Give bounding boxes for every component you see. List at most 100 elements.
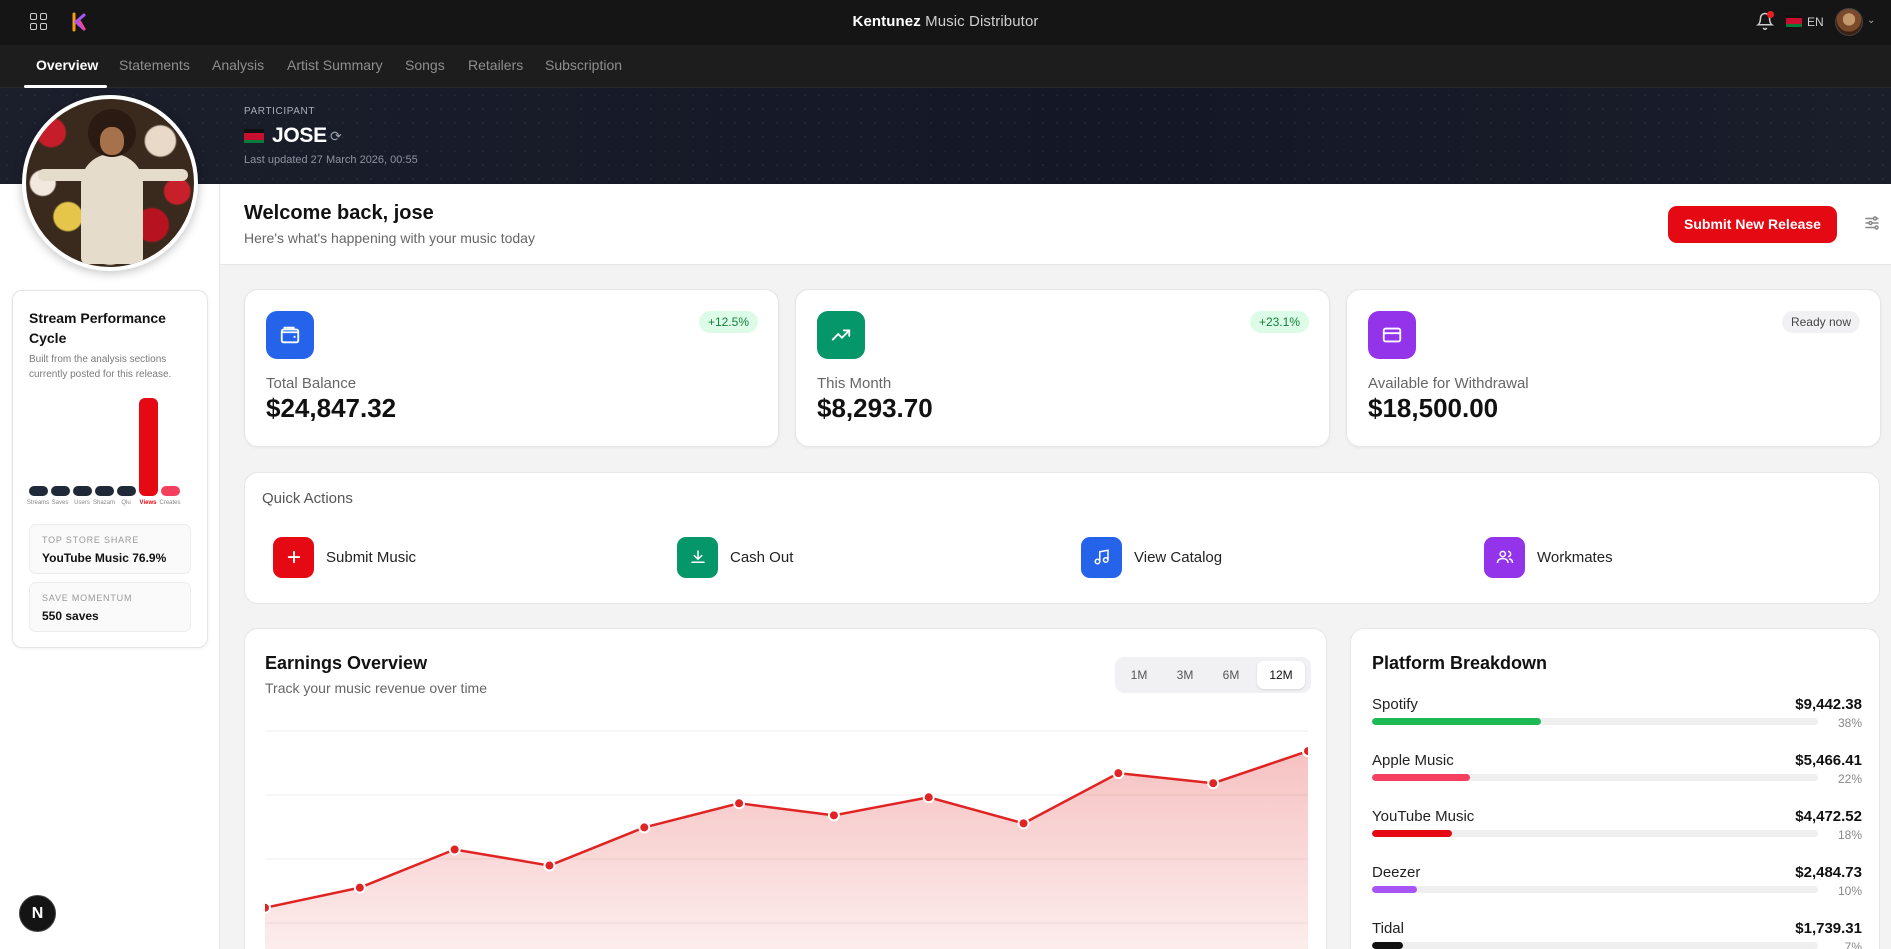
earnings-point-2[interactable] (448, 843, 461, 856)
performance-bar-label: Users (74, 500, 90, 506)
range-1m-button[interactable]: 1M (1130, 668, 1148, 682)
earnings-title: Earnings Overview (265, 653, 428, 673)
welcome-title: Welcome back, jose (244, 202, 434, 224)
section-tabs: Overview Statements Analysis Artist Summ… (0, 45, 1891, 88)
stat-value: $18,500.00 (1368, 393, 1499, 423)
download-icon (677, 536, 718, 578)
platform-bar (1372, 718, 1542, 725)
earnings-subtitle: Track your music revenue over time (265, 680, 487, 696)
quick-action-workmates[interactable]: Workmates (1484, 536, 1613, 578)
app-title: Kentunez Music Distributor (852, 13, 1039, 30)
stat-value: $8,293.70 (817, 393, 933, 423)
earnings-point-0[interactable] (265, 901, 271, 914)
participant-name: JOSE (272, 124, 327, 147)
performance-bar-label: Qlu (121, 500, 131, 506)
earnings-point-8[interactable] (1017, 817, 1030, 830)
performance-bar-label: Saves (51, 500, 69, 506)
earnings-point-11[interactable] (1302, 745, 1308, 758)
growth-badge: +12.5% (698, 311, 758, 333)
performance-bar-label: Streams (26, 500, 50, 506)
platform-bar (1372, 886, 1417, 893)
earnings-point-6[interactable] (827, 809, 840, 822)
platform-row-youtube-music: YouTube Music $4,472.52 18% (1372, 808, 1862, 842)
tab-analysis[interactable]: Analysis (212, 57, 265, 73)
platform-bar (1372, 830, 1453, 837)
range-3m-button[interactable]: 3M (1176, 668, 1194, 682)
last-updated: Last updated 27 March 2026, 00:55 (244, 154, 418, 166)
earnings-point-10[interactable] (1207, 777, 1220, 790)
sliders-icon[interactable] (1863, 214, 1881, 232)
stat-label: Total Balance (266, 375, 357, 392)
active-tab-indicator (24, 85, 107, 88)
trending-up-icon (817, 311, 865, 359)
music-note-icon (1081, 536, 1122, 578)
earnings-line (265, 749, 1308, 909)
performance-bar-label: Views (139, 500, 157, 506)
earnings-point-5[interactable] (733, 797, 746, 810)
language-selector[interactable]: EN (1807, 15, 1824, 29)
top-store-share: TOP STORE SHARE YouTube Music 76.9% (29, 524, 191, 574)
kentunez-logo-icon[interactable] (71, 12, 87, 32)
users-icon (1484, 536, 1525, 578)
earnings-point-1[interactable] (353, 881, 366, 894)
notification-bell-icon[interactable] (1756, 12, 1774, 30)
range-6m-button[interactable]: 6M (1222, 668, 1240, 682)
plus-icon (273, 536, 314, 578)
quick-action-view-catalog[interactable]: View Catalog (1081, 536, 1222, 578)
quick-actions-title: Quick Actions (262, 490, 353, 507)
earnings-chart (265, 730, 1308, 949)
earnings-point-3[interactable] (543, 859, 556, 872)
save-momentum: SAVE MOMENTUM 550 saves (29, 582, 191, 632)
performance-bar-label: Creates (159, 500, 181, 506)
platform-breakdown-title: Platform Breakdown (1372, 653, 1548, 673)
performance-bar-saves (51, 486, 70, 496)
artist-avatar (22, 95, 198, 271)
platform-row-spotify: Spotify $9,442.38 38% (1372, 696, 1862, 730)
platform-row-tidal: Tidal $1,739.31 7% (1372, 920, 1862, 949)
stat-label: Available for Withdrawal (1368, 375, 1529, 392)
tab-retailers[interactable]: Retailers (468, 57, 524, 73)
performance-bar-views (139, 398, 158, 496)
top-bar: Kentunez Music Distributor EN ⌄ (0, 0, 1891, 45)
user-avatar[interactable] (1835, 8, 1863, 36)
platform-bar (1372, 774, 1471, 781)
platform-bar (1372, 942, 1404, 949)
refresh-icon[interactable]: ⟳ (330, 128, 342, 144)
notification-dot (1767, 11, 1774, 18)
earnings-point-4[interactable] (638, 821, 651, 834)
kenya-flag-icon[interactable] (1786, 15, 1802, 27)
stat-card-this-month: +23.1% This Month $8,293.70 (795, 289, 1330, 447)
earnings-overview-card: Earnings Overview Track your music reven… (244, 628, 1327, 949)
stream-performance-card: Stream Performance Cycle Built from the … (12, 290, 208, 648)
chevron-down-icon[interactable]: ⌄ (1867, 15, 1876, 26)
wallet-icon (266, 311, 314, 359)
tab-songs[interactable]: Songs (405, 57, 445, 73)
credit-card-icon (1368, 311, 1416, 359)
submit-new-release-button[interactable]: Submit New Release (1668, 206, 1837, 243)
tab-overview[interactable]: Overview (36, 57, 99, 73)
growth-badge: +23.1% (1249, 311, 1309, 333)
range-12m-button[interactable]: 12M (1257, 661, 1305, 689)
performance-bar-qlu (117, 486, 136, 496)
performance-title: Stream Performance Cycle (29, 310, 166, 346)
platform-breakdown-card: Platform Breakdown Spotify $9,442.38 38%… (1350, 628, 1880, 949)
welcome-subtitle: Here's what's happening with your music … (244, 230, 535, 246)
earnings-area (265, 751, 1308, 949)
performance-bar-shazam (95, 486, 114, 496)
platform-row-apple-music: Apple Music $5,466.41 22% (1372, 752, 1862, 786)
earnings-point-7[interactable] (922, 791, 935, 804)
tab-statements[interactable]: Statements (119, 57, 190, 73)
quick-actions-card: Quick Actions Submit Music Cash Out View… (244, 472, 1880, 604)
quick-action-submit-music[interactable]: Submit Music (273, 536, 416, 578)
quick-action-cash-out[interactable]: Cash Out (677, 536, 793, 578)
stat-card-total-balance: +12.5% Total Balance $24,847.32 (244, 289, 779, 447)
performance-bar-creates (161, 486, 180, 496)
kenya-flag-icon (244, 129, 264, 143)
tab-artist-summary[interactable]: Artist Summary (287, 57, 383, 73)
apps-grid-icon[interactable] (30, 13, 47, 30)
earnings-point-9[interactable] (1112, 767, 1125, 780)
stat-label: This Month (817, 375, 892, 392)
performance-bars: Streams Saves Users Shazam Qlu Views Creates (27, 391, 205, 506)
tab-subscription[interactable]: Subscription (545, 57, 623, 73)
n-badge-button[interactable]: N (19, 895, 56, 932)
